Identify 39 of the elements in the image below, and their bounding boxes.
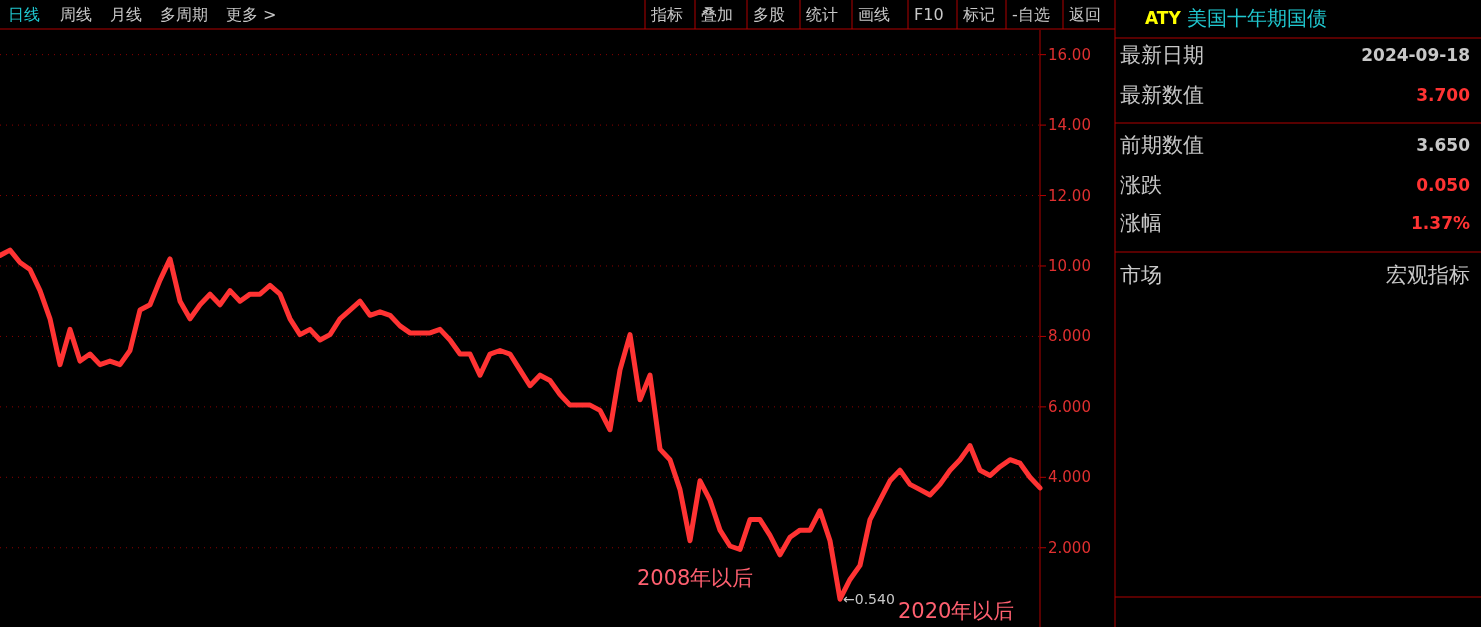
text: 最新数值 bbox=[1120, 83, 1204, 107]
text: 返回 bbox=[1069, 4, 1101, 24]
text: 多股 bbox=[753, 4, 785, 24]
annotation: ←0.540 bbox=[843, 591, 895, 608]
y-tick-label: 6.000 bbox=[1048, 397, 1091, 416]
y-tick-label: 2.000 bbox=[1048, 538, 1091, 557]
text: -自选 bbox=[1012, 4, 1050, 24]
text: 涨幅 bbox=[1120, 211, 1162, 235]
text: 月线 bbox=[110, 4, 142, 24]
text: 0.050 bbox=[1416, 175, 1471, 195]
text: 前期数值 bbox=[1120, 133, 1204, 157]
text: 更多 > bbox=[226, 4, 277, 24]
text: 美国十年期国债 bbox=[1186, 6, 1327, 30]
text: 周线 bbox=[60, 4, 92, 24]
text: 2024-09-18 bbox=[1361, 45, 1470, 65]
text: 涨跌 bbox=[1120, 173, 1162, 197]
text: 宏观指标 bbox=[1386, 263, 1470, 287]
text: 多周期 bbox=[160, 4, 208, 24]
annotation: 2020年以后 bbox=[898, 599, 1015, 623]
text: 标记 bbox=[962, 4, 995, 24]
text: 叠加 bbox=[701, 4, 733, 24]
y-tick-label: 4.000 bbox=[1048, 468, 1091, 487]
text: 指标 bbox=[650, 4, 683, 24]
text: 市场 bbox=[1120, 263, 1162, 287]
text: 最新日期 bbox=[1120, 43, 1204, 67]
y-tick-label: 10.00 bbox=[1048, 256, 1091, 275]
text: F10 bbox=[914, 4, 944, 24]
text: 1.37% bbox=[1411, 213, 1470, 233]
annotation: 2008年以后 bbox=[637, 566, 754, 590]
y-tick-label: 16.00 bbox=[1048, 45, 1091, 64]
text: 3.650 bbox=[1416, 135, 1471, 155]
text: 日线 bbox=[8, 4, 40, 24]
y-tick-label: 14.00 bbox=[1048, 116, 1091, 135]
y-tick-label: 8.000 bbox=[1048, 327, 1091, 346]
text: 3.700 bbox=[1416, 85, 1471, 105]
y-tick-label: 12.00 bbox=[1048, 186, 1091, 205]
text: 画线 bbox=[858, 4, 890, 24]
text: ATY bbox=[1145, 8, 1182, 28]
text: 统计 bbox=[806, 4, 838, 24]
